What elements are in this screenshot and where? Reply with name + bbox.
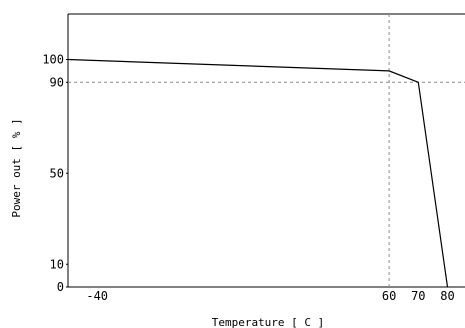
- y-tick-label: 10: [50, 257, 64, 271]
- reference-lines: [68, 14, 465, 287]
- plot-area: [67, 13, 465, 288]
- y-tick-label: 0: [57, 280, 64, 294]
- y-axis-title: Power out [ % ]: [10, 118, 23, 217]
- x-tick-label: -40: [86, 289, 108, 303]
- tick-labels: -40 60 70 80 0 10 50 90 100: [42, 53, 454, 304]
- y-tick-label: 90: [50, 75, 64, 89]
- x-tick-label: 70: [411, 289, 425, 303]
- x-tick-label: 60: [382, 289, 396, 303]
- x-tick-label: 80: [440, 289, 454, 303]
- y-tick-label: 50: [50, 166, 64, 180]
- series-layer: [67, 58, 449, 288]
- x-axis-title: Temperature [ C ]: [212, 316, 325, 328]
- series-line-0: [67, 58, 449, 288]
- y-tick-label: 100: [42, 53, 64, 67]
